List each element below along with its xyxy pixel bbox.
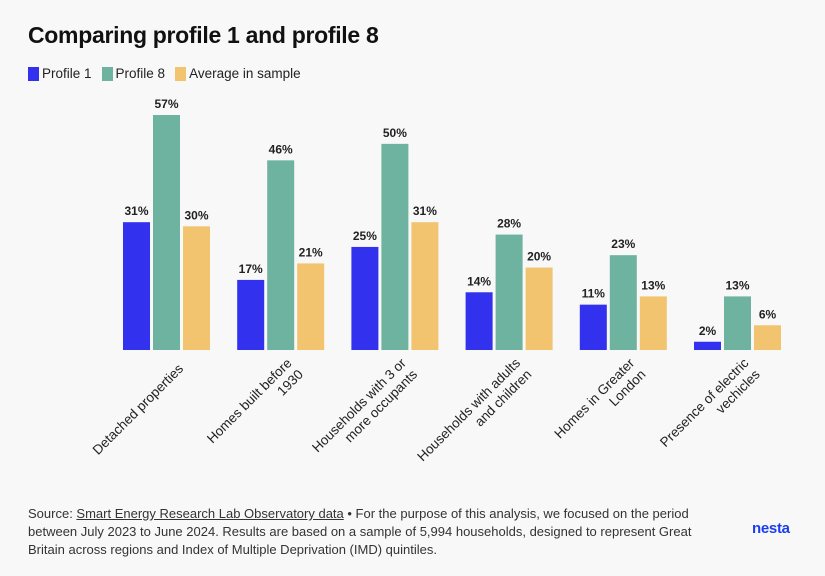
bar-profile-1 [465, 292, 493, 350]
legend-swatch-profile-1 [28, 66, 39, 81]
data-label: 46% [269, 142, 293, 156]
data-label: 13% [641, 278, 665, 292]
data-label: 31% [413, 204, 437, 218]
bar-profile-1 [123, 222, 150, 350]
bar-profile-1 [237, 279, 265, 350]
category-label: Homes in GreaterLondon [551, 355, 649, 453]
data-label: 30% [184, 208, 208, 222]
data-label: 28% [497, 217, 521, 231]
nesta-logo: nesta [752, 520, 790, 537]
bar-average-in-sample [411, 222, 439, 350]
legend-swatch-profile-8 [101, 66, 113, 81]
bar-profile-8 [609, 255, 637, 350]
data-label: 11% [582, 287, 606, 301]
bar-average-in-sample [525, 267, 553, 350]
bar-profile-8 [724, 296, 751, 350]
bar-chart: 31% 57% 30% Detached properties 17% 46% 21% Hom… [90, 97, 781, 475]
legend-label: Average in sample [189, 66, 301, 81]
data-label: 50% [383, 126, 407, 140]
bar-average-in-sample [639, 296, 667, 350]
data-label: 17% [239, 262, 263, 276]
data-label: 13% [725, 278, 749, 292]
source-text: • For the purpose of this analysis, we f… [28, 506, 692, 557]
source-prefix: Source: [28, 506, 77, 521]
category-label: Homes built before1930 [204, 355, 306, 457]
bar-profile-1 [579, 304, 607, 350]
legend-item-profile-1: Profile 1 [28, 66, 92, 81]
bar-profile-1 [351, 246, 379, 350]
bar-average-in-sample [754, 325, 781, 350]
bar-average-in-sample [297, 263, 325, 350]
bar-average-in-sample [183, 226, 210, 350]
data-label: 14% [467, 274, 491, 288]
chart-title: Comparing profile 1 and profile 8 [28, 22, 379, 48]
legend-item-average: Average in sample [175, 66, 301, 81]
data-label: 25% [353, 229, 377, 243]
data-label: 6% [759, 307, 777, 321]
bar-profile-8 [267, 160, 295, 350]
bar-profile-8 [381, 143, 409, 350]
category-label: Detached properties [90, 361, 187, 458]
legend-label: Profile 8 [115, 66, 166, 81]
source-note: Source: Smart Energy Research Lab Observ… [28, 505, 728, 559]
legend: Profile 1 Profile 8 Average in sample [28, 66, 311, 81]
bar-profile-8 [495, 234, 523, 350]
data-label: 31% [124, 204, 148, 218]
data-label: 23% [611, 237, 635, 251]
category-label: Presence of electricvechicles [657, 355, 763, 461]
legend-item-profile-8: Profile 8 [101, 66, 166, 81]
bar-profile-1 [694, 341, 721, 350]
category-label: Households with adultsand children [414, 355, 534, 475]
data-label: 57% [154, 97, 178, 111]
data-label: 2% [699, 324, 717, 338]
data-label: 20% [527, 250, 551, 264]
source-link[interactable]: Smart Energy Research Lab Observatory da… [76, 506, 344, 521]
bar-profile-8 [153, 115, 180, 350]
data-label: 21% [299, 245, 323, 259]
legend-swatch-average [175, 66, 187, 81]
category-label: Households with 3 ormore occupants [309, 355, 420, 466]
legend-label: Profile 1 [42, 66, 92, 81]
